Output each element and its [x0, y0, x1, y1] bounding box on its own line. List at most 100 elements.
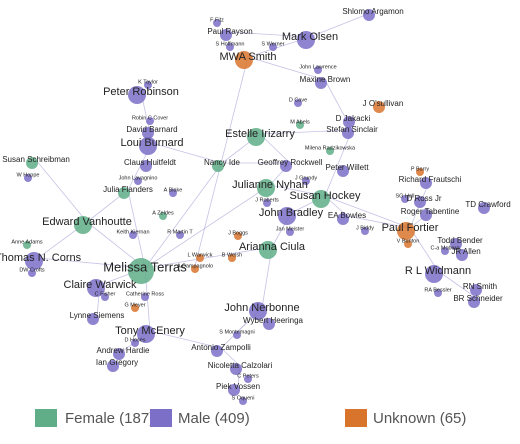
node — [144, 81, 152, 89]
node — [456, 249, 468, 261]
node — [24, 174, 32, 182]
node-label: P Barry — [411, 166, 429, 172]
node-label: Richard Frautschi — [399, 175, 462, 184]
node-label: Shlomo Argamon — [342, 7, 403, 16]
edge — [149, 330, 222, 349]
node — [314, 66, 322, 74]
node — [101, 293, 109, 301]
node — [113, 348, 125, 360]
node-label: BR Schneider — [453, 294, 503, 303]
node — [286, 228, 294, 236]
edge — [144, 162, 223, 269]
node-label: Nancy Ide — [204, 158, 241, 167]
node — [249, 302, 267, 320]
node — [139, 137, 157, 155]
node — [343, 116, 355, 128]
node — [361, 227, 369, 235]
edge — [437, 270, 479, 300]
node-label: J O'sullivan — [363, 99, 404, 108]
node — [191, 265, 199, 273]
node — [363, 9, 375, 21]
node-label: RA Bessler — [424, 287, 451, 293]
node-label: M Abels — [290, 119, 310, 125]
node-label: L Warwick — [188, 252, 213, 258]
node-label: R Martin T — [167, 229, 193, 235]
node — [196, 254, 204, 262]
node-label: Thomas N. Corns — [0, 252, 82, 264]
legend-label: Male (409) — [178, 410, 250, 427]
node — [26, 157, 38, 169]
node — [87, 313, 99, 325]
node — [146, 117, 154, 125]
node — [337, 165, 349, 177]
edge — [35, 159, 88, 223]
node-label: A Zeldes — [152, 210, 174, 216]
node — [28, 269, 36, 277]
node-label: Wybert Heeringa — [243, 316, 304, 325]
node — [441, 247, 449, 255]
node — [269, 43, 277, 51]
legend-swatch — [345, 409, 367, 427]
node-label: D Ross Jr — [406, 194, 441, 203]
node — [296, 121, 304, 129]
node — [141, 293, 149, 301]
node — [450, 238, 462, 250]
node — [87, 279, 105, 297]
node-label: Susan Hockey — [290, 190, 361, 202]
node — [239, 397, 247, 405]
node — [259, 241, 277, 259]
legend: Female (187) Male (409) Unknown (65) — [35, 409, 466, 427]
node — [142, 127, 154, 139]
node-label: EA Bowles — [328, 211, 366, 220]
node-label: Estelle Irizarry — [225, 128, 295, 140]
node-label: Peter Robinson — [103, 86, 179, 98]
node — [134, 177, 142, 185]
nodes: F Fitz Shlomo Argamon Paul Rayson S Hoffman… — [0, 7, 511, 405]
node — [129, 231, 137, 239]
node — [312, 190, 330, 208]
node — [213, 19, 221, 27]
node-label: Julianne Nyhan — [232, 179, 308, 191]
node-label: S Oqueni — [232, 395, 255, 401]
node-label: Keith Kiernan — [116, 229, 149, 235]
node-label: DW Crofts — [19, 267, 45, 273]
node-label: A Campagnolo — [177, 263, 213, 269]
node — [247, 128, 265, 146]
node-label: J Boggs — [228, 230, 248, 236]
edge — [259, 129, 353, 135]
node-label: F Fitz — [210, 17, 224, 23]
node — [118, 187, 130, 199]
node-label: Todd Bender — [437, 236, 483, 245]
edge — [309, 11, 374, 38]
node-label: Paul Rayson — [207, 27, 252, 36]
edge — [37, 257, 146, 269]
node-label: Melissa Terras — [103, 259, 187, 274]
node — [257, 179, 275, 197]
node-label: S Hoffmann — [216, 41, 245, 47]
node — [302, 177, 310, 185]
edge — [409, 227, 439, 272]
node-label: Edward Vanhoutte — [42, 216, 132, 228]
node-label: John Bradley — [259, 207, 324, 219]
node-label: MWA Smith — [219, 51, 276, 63]
node-label: Julia Flanders — [103, 185, 153, 194]
node — [401, 195, 409, 203]
node-label: R L Widmann — [405, 265, 471, 277]
legend-label: Unknown (65) — [373, 410, 466, 427]
node-label: Anne Adams — [11, 239, 42, 245]
node-label: Jan Meister — [276, 226, 305, 232]
node-label: Paul Fortier — [382, 222, 439, 234]
legend-swatch — [150, 409, 172, 427]
node — [470, 284, 482, 296]
node — [211, 345, 223, 357]
edge — [324, 195, 411, 229]
node-label: Claire Warwick — [64, 279, 137, 291]
node — [397, 222, 415, 240]
node-label: Arianna Ciula — [239, 241, 306, 253]
node-label: J Grundy — [295, 175, 318, 181]
node-label: D Cave — [289, 97, 307, 103]
node-label: G Meyer — [124, 302, 145, 308]
node-label: David Barnard — [126, 125, 177, 134]
node — [233, 331, 241, 339]
